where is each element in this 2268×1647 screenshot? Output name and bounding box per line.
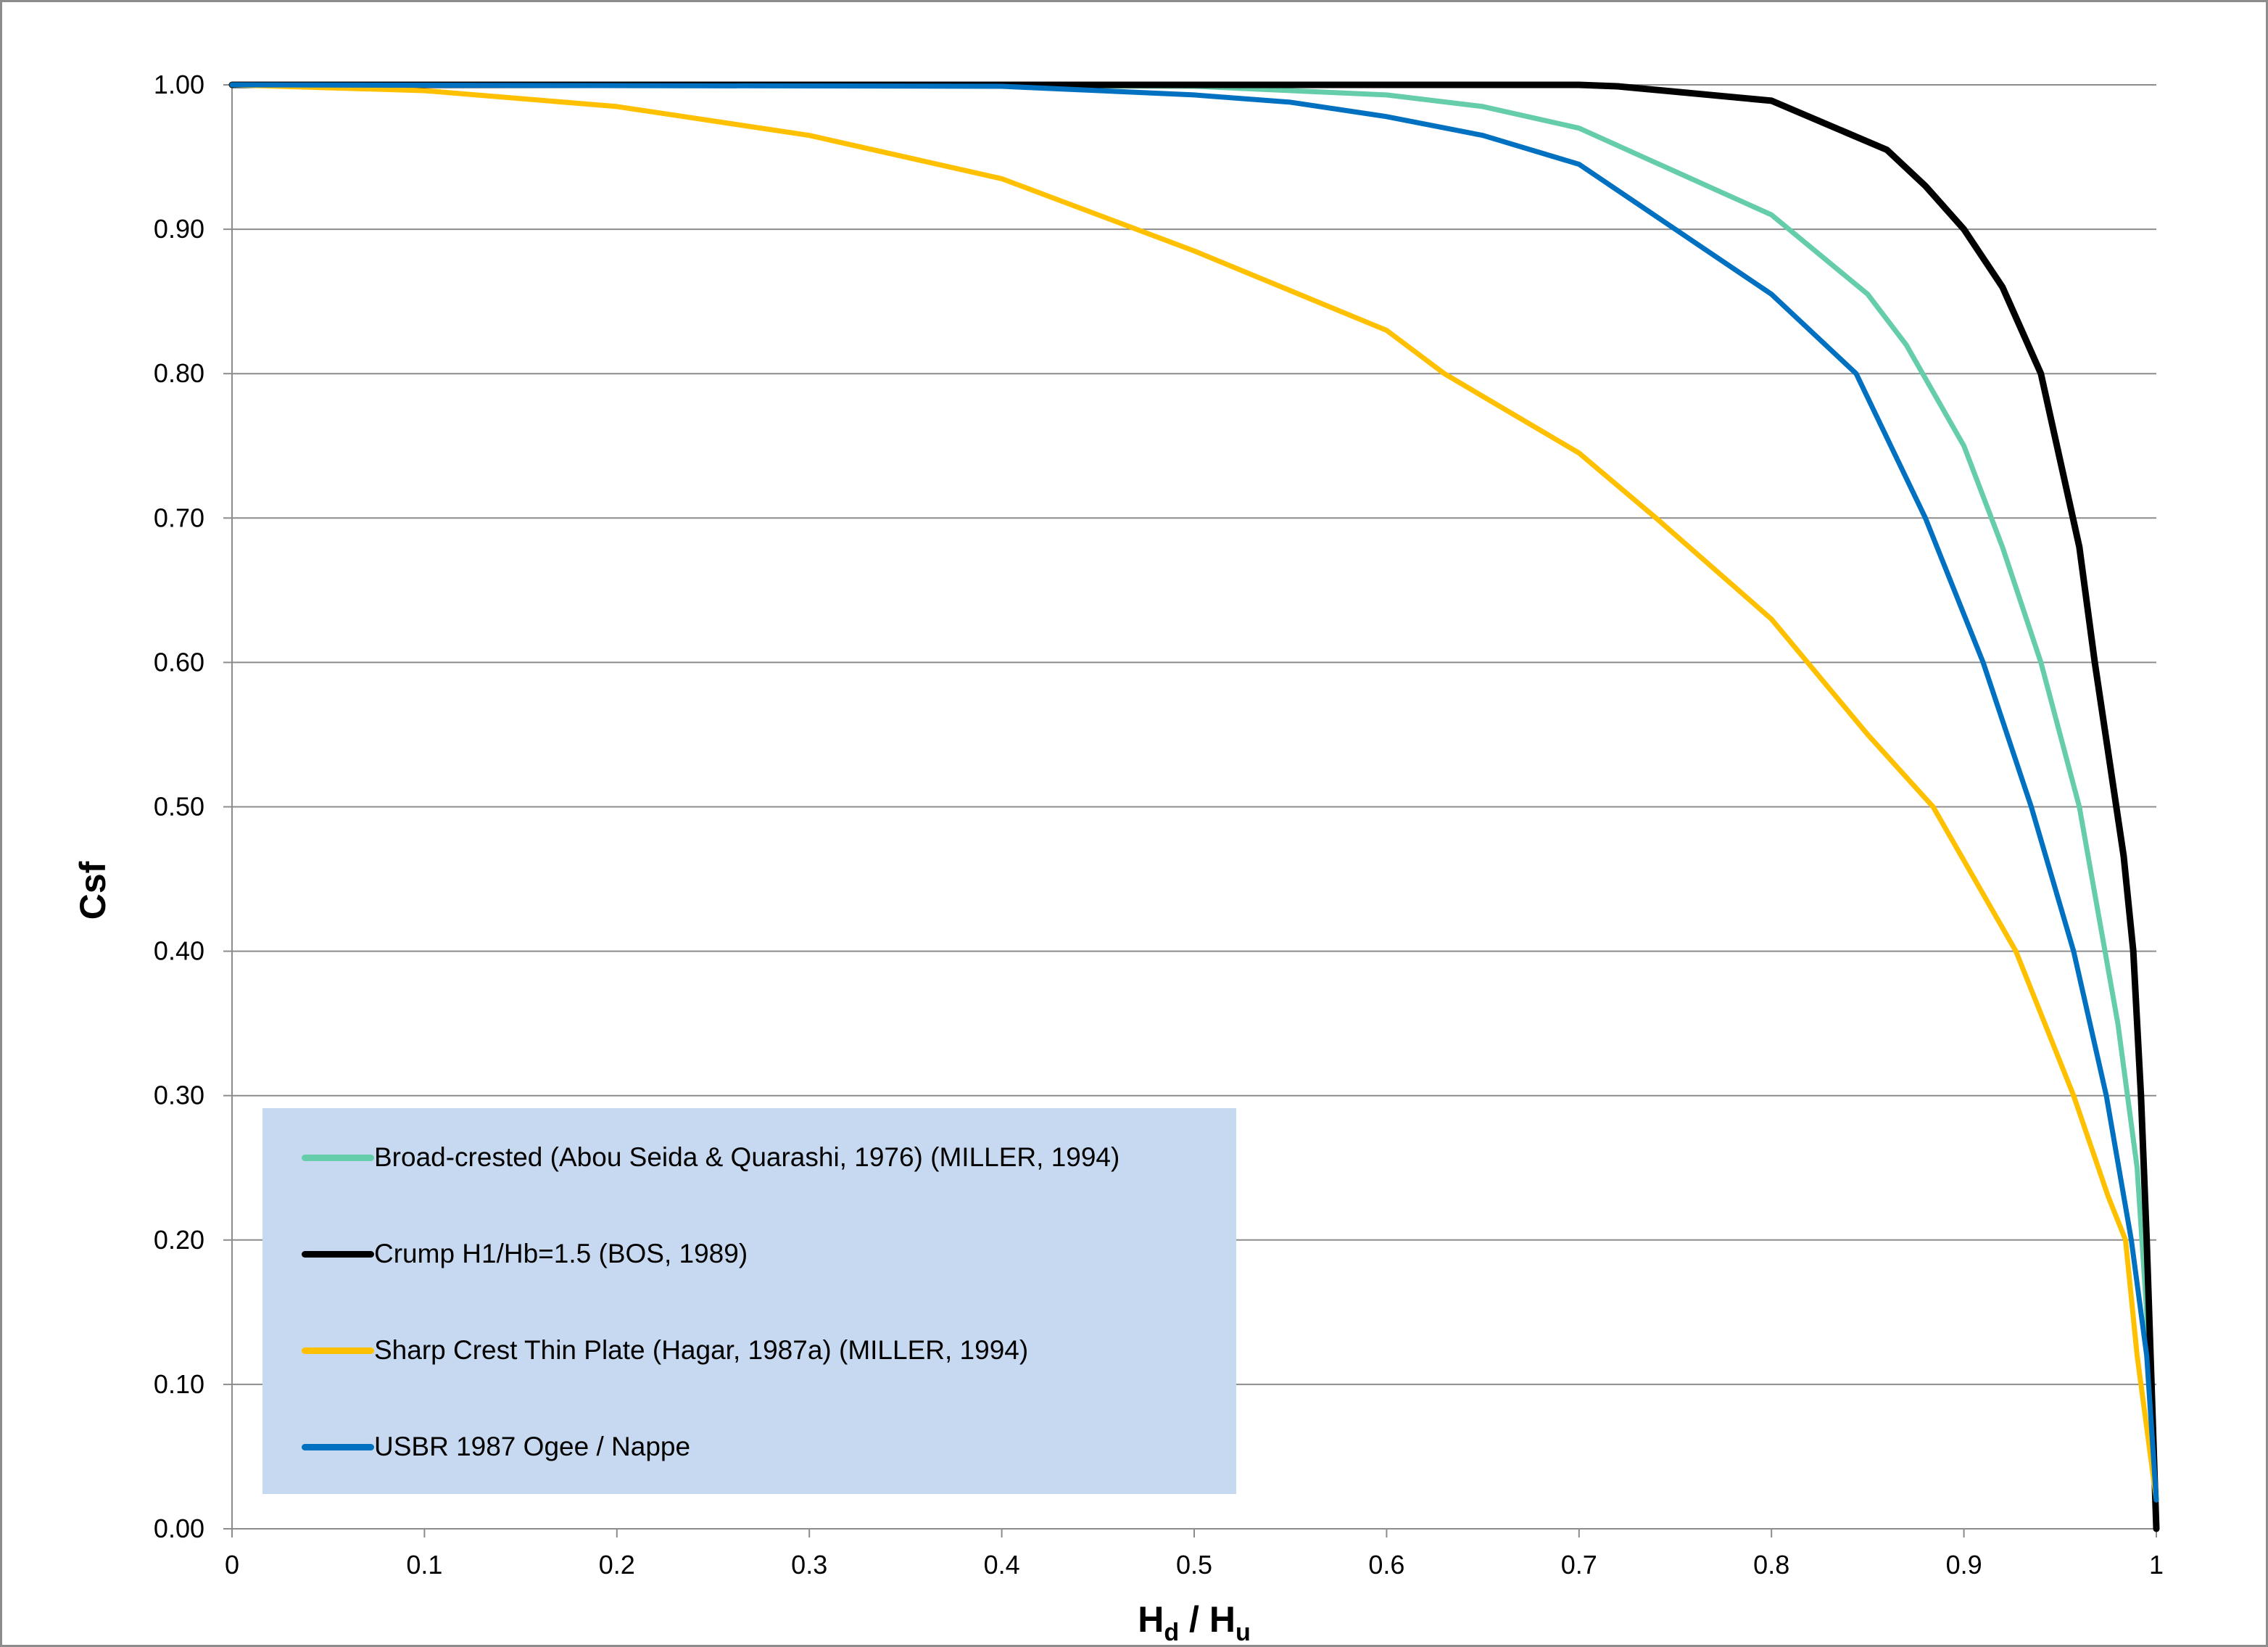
y-tick-label: 0.20 <box>154 1225 204 1255</box>
legend-swatch <box>302 1250 374 1258</box>
legend-label: Crump H1/Hb=1.5 (BOS, 1989) <box>374 1239 748 1268</box>
y-tick-label: 0.30 <box>154 1081 204 1110</box>
y-tick-label: 0.60 <box>154 647 204 677</box>
y-tick-label: 0.00 <box>154 1514 204 1543</box>
x-tick-label: 0 <box>225 1550 239 1580</box>
series-line-3 <box>229 82 2159 1503</box>
x-tick-label: 0.8 <box>1753 1550 1789 1580</box>
legend-swatch <box>302 1154 374 1161</box>
legend-label: Broad-crested (Abou Seida & Quarashi, 19… <box>374 1142 1120 1172</box>
legend: Broad-crested (Abou Seida & Quarashi, 19… <box>262 1108 1236 1494</box>
legend-item: Broad-crested (Abou Seida & Quarashi, 19… <box>302 1136 1119 1179</box>
x-axis-title: Hd / Hu <box>1138 1599 1250 1646</box>
y-axis-title: Csf <box>73 861 113 920</box>
y-tick-label: 0.40 <box>154 936 204 966</box>
x-tick-label: 0.6 <box>1368 1550 1404 1580</box>
y-tick-label: 0.80 <box>154 358 204 388</box>
legend-label: Sharp Crest Thin Plate (Hagar, 1987a) (M… <box>374 1335 1029 1365</box>
legend-item: Sharp Crest Thin Plate (Hagar, 1987a) (M… <box>302 1329 1028 1372</box>
x-tick-label: 0.3 <box>791 1550 827 1580</box>
series-line-4 <box>229 82 2159 1503</box>
y-tick-label: 0.50 <box>154 792 204 822</box>
y-tick-label: 0.70 <box>154 503 204 532</box>
x-tick-label: 0.7 <box>1561 1550 1597 1580</box>
x-tick-label: 0.1 <box>406 1550 442 1580</box>
x-tick-label: 0.5 <box>1176 1550 1212 1580</box>
legend-swatch <box>302 1347 374 1354</box>
y-tick-label: 0.10 <box>154 1369 204 1399</box>
y-tick-label: 0.90 <box>154 214 204 244</box>
x-tick-label: 0.2 <box>599 1550 635 1580</box>
legend-swatch <box>302 1443 374 1450</box>
y-tick-label: 1.00 <box>154 70 204 99</box>
x-tick-label: 1 <box>2149 1550 2164 1580</box>
series-line-1 <box>229 82 2159 1503</box>
legend-item: Crump H1/Hb=1.5 (BOS, 1989) <box>302 1232 748 1276</box>
legend-label: USBR 1987 Ogee / Nappe <box>374 1432 691 1461</box>
series-line-2 <box>228 81 2160 1532</box>
x-tick-label: 0.9 <box>1946 1550 1982 1580</box>
legend-item: USBR 1987 Ogee / Nappe <box>302 1425 690 1469</box>
x-tick-label: 0.4 <box>984 1550 1020 1580</box>
